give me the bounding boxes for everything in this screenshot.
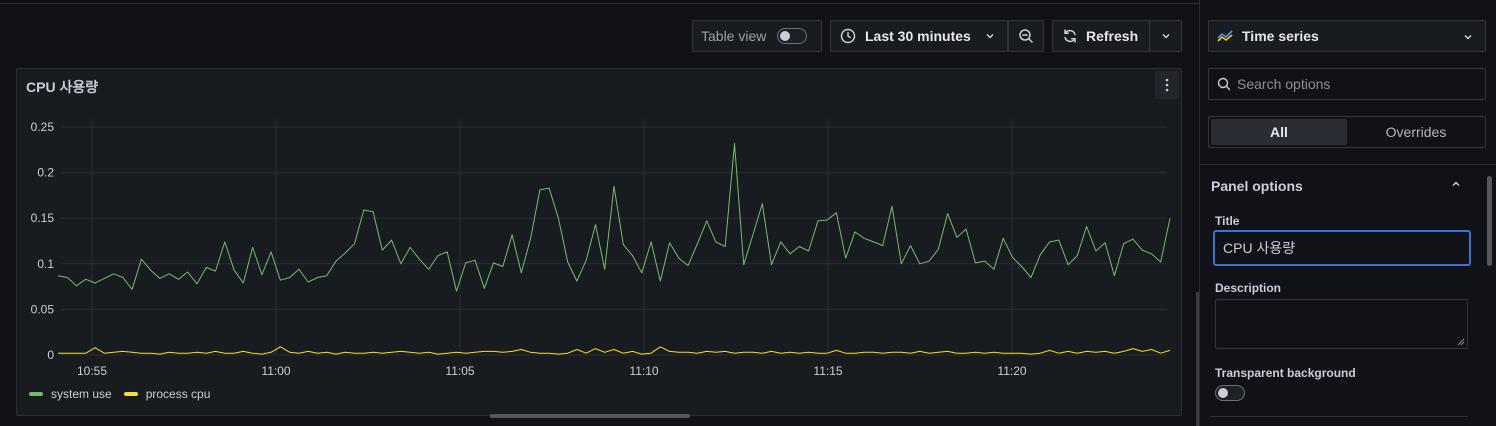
description-field-label: Description xyxy=(1215,281,1282,295)
time-range-picker[interactable]: Last 30 minutes xyxy=(830,20,1008,52)
visualization-picker[interactable]: Time series xyxy=(1208,20,1486,52)
refresh-interval-dropdown[interactable] xyxy=(1149,20,1182,52)
options-pane: Time series Search options All Overrides… xyxy=(1199,0,1496,426)
description-field[interactable] xyxy=(1215,299,1468,349)
x-tick-label: 11:20 xyxy=(997,364,1026,378)
time-series-chart[interactable]: 0.25 0.2 0.15 0.1 0.05 0 10:55 11:00 11:05 11:10 1… xyxy=(17,69,1183,379)
legend-swatch xyxy=(123,392,138,396)
options-scrollbar[interactable] xyxy=(1487,176,1492,266)
refresh-label: Refresh xyxy=(1086,28,1139,44)
legend: system use process cpu xyxy=(29,387,210,401)
y-tick-label: 0.15 xyxy=(31,211,55,225)
chevron-down-icon xyxy=(1161,33,1170,39)
time-range-label: Last 30 minutes xyxy=(865,28,971,44)
clock-icon xyxy=(840,28,856,44)
panel-options-header[interactable]: Panel options xyxy=(1211,178,1303,194)
legend-item-process-cpu[interactable]: process cpu xyxy=(123,387,211,401)
x-tick-label: 10:55 xyxy=(77,364,107,378)
y-tick-label: 0.1 xyxy=(37,257,54,271)
title-field-value: CPU 사용량 xyxy=(1223,240,1296,256)
x-tick-label: 11:15 xyxy=(813,364,842,378)
legend-label: process cpu xyxy=(145,387,211,401)
time-series-icon xyxy=(1217,30,1233,42)
transparent-background-switch[interactable] xyxy=(1215,385,1245,401)
sync-icon xyxy=(1064,29,1076,43)
chevron-down-icon xyxy=(986,33,994,39)
y-tick-label: 0.05 xyxy=(31,302,55,316)
panel-title: CPU 사용량 xyxy=(26,79,99,95)
divider xyxy=(1200,164,1496,165)
series-line-system-use xyxy=(57,142,1171,292)
options-filter-tabs: All Overrides xyxy=(1208,116,1486,148)
legend-item-system-use[interactable]: system use xyxy=(29,387,112,401)
legend-label: system use xyxy=(51,387,112,401)
x-tick-label: 11:00 xyxy=(261,364,290,378)
tab-overrides[interactable]: Overrides xyxy=(1385,124,1447,140)
divider xyxy=(1210,416,1468,417)
transparent-background-label: Transparent background xyxy=(1215,366,1356,380)
x-tick-label: 11:05 xyxy=(445,364,474,378)
chevron-up-icon[interactable] xyxy=(1450,178,1462,190)
graph-panel: CPU 사용량 0.25 0.2 0.15 0.1 0.05 0 10:55 11:00 11:… xyxy=(16,68,1182,416)
table-view-label: Table view xyxy=(701,28,767,44)
top-border xyxy=(0,0,1496,4)
table-view-toggle[interactable]: Table view xyxy=(692,20,822,52)
series-line-process-cpu xyxy=(58,346,1171,355)
zoom-out-icon xyxy=(1019,29,1033,43)
resize-grip-icon[interactable] xyxy=(1457,338,1465,346)
refresh-button[interactable]: Refresh xyxy=(1052,20,1150,52)
horizontal-scrollbar[interactable] xyxy=(490,414,690,418)
visualization-label: Time series xyxy=(1242,28,1319,44)
search-icon xyxy=(1217,77,1231,91)
panel-resize-handle[interactable] xyxy=(1196,292,1199,426)
kebab-menu-icon xyxy=(1165,78,1169,92)
panel-menu-button[interactable] xyxy=(1155,71,1179,99)
title-field-label: Title xyxy=(1215,214,1240,228)
tab-all[interactable]: All xyxy=(1211,119,1347,145)
chevron-down-icon xyxy=(1464,34,1472,40)
title-field[interactable]: CPU 사용량 xyxy=(1213,230,1471,266)
search-placeholder: Search options xyxy=(1237,76,1331,92)
y-tick-label: 0 xyxy=(47,348,54,362)
y-tick-label: 0.25 xyxy=(31,120,55,134)
x-tick-label: 11:10 xyxy=(629,364,658,378)
zoom-out-button[interactable] xyxy=(1008,20,1044,52)
search-options-input[interactable]: Search options xyxy=(1208,68,1486,100)
table-view-switch[interactable] xyxy=(777,28,808,44)
legend-swatch xyxy=(29,392,43,396)
y-tick-label: 0.2 xyxy=(37,166,54,180)
